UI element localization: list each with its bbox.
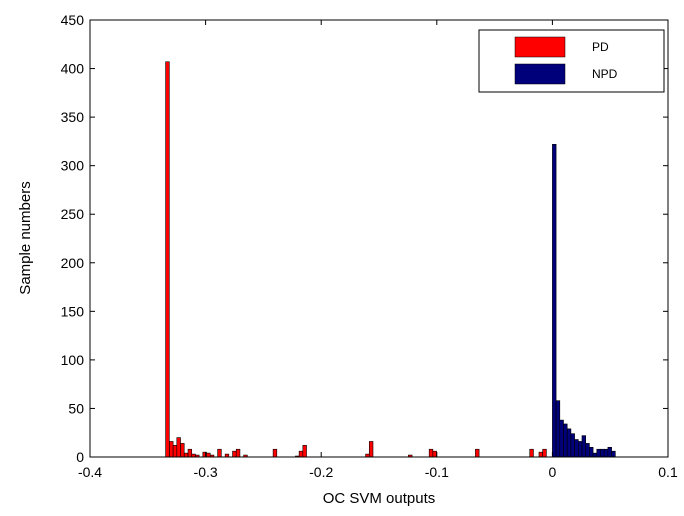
- x-tick-label: -0.4: [78, 464, 102, 480]
- legend: PD NPD: [478, 29, 665, 93]
- bar-npd-9: [585, 443, 590, 458]
- bar-pd-29: [542, 448, 547, 458]
- bar-pd-25: [432, 450, 437, 458]
- bar-pd-0: [165, 61, 170, 458]
- y-tick-label: 50: [68, 400, 84, 416]
- bar-npd-16: [611, 450, 616, 458]
- y-tick-label: 200: [61, 255, 85, 271]
- bar-pd-28: [538, 451, 543, 458]
- bar-npd-5: [570, 433, 575, 458]
- bar-npd-8: [581, 435, 586, 458]
- bar-pd-4: [180, 443, 185, 458]
- x-tick-label: -0.3: [194, 464, 218, 480]
- y-tick-label: 0: [76, 449, 84, 465]
- y-axis-title: Sample numbers: [17, 181, 34, 294]
- bar-npd-15: [607, 446, 612, 458]
- legend-box: [478, 29, 665, 93]
- bar-npd-2: [559, 419, 564, 458]
- x-tick-label: 0: [549, 464, 557, 480]
- bar-pd-2: [172, 445, 178, 458]
- bar-npd-12: [596, 448, 601, 458]
- legend-swatch-pd: [514, 36, 566, 58]
- bar-pd-24: [428, 448, 434, 458]
- bar-pd-15: [235, 448, 241, 458]
- y-axis: 0 50 100 150 200 250 300 350 400 450: [61, 12, 668, 465]
- bar-npd-1: [555, 400, 561, 458]
- bar-pd-27: [529, 448, 534, 458]
- y-tick-label: 350: [61, 109, 85, 125]
- bar-pd-22: [368, 441, 374, 458]
- y-tick-label: 150: [61, 303, 85, 319]
- bar-npd-0: [552, 144, 557, 458]
- bar-npd-13: [600, 448, 605, 458]
- x-tick-label: -0.1: [425, 464, 449, 480]
- bar-npd-11: [592, 452, 598, 458]
- bar-pd-17: [272, 448, 278, 458]
- x-axis-title: OC SVM outputs: [323, 490, 436, 507]
- y-tick-label: 250: [61, 206, 85, 222]
- y-tick-label: 100: [61, 352, 85, 368]
- bar-pd-10: [206, 452, 211, 458]
- bar-pd-12: [217, 448, 222, 458]
- bar-npd-6: [574, 439, 579, 458]
- bar-pd-1: [169, 441, 174, 458]
- plot-background: [90, 20, 668, 457]
- bar-npd-4: [566, 428, 572, 458]
- bar-pd-20: [302, 445, 307, 458]
- x-tick-label: -0.2: [309, 464, 333, 480]
- x-axis: -0.4 -0.3 -0.2 -0.1 0 0.1: [78, 20, 678, 480]
- legend-label-pd: PD: [592, 40, 609, 54]
- bar-pd-26: [475, 448, 480, 458]
- bar-npd-14: [603, 448, 609, 458]
- bar-npd-10: [589, 446, 594, 458]
- bar-pd-6: [187, 448, 193, 458]
- bar-pd-14: [232, 450, 237, 458]
- x-tick-label: 0.1: [658, 464, 678, 480]
- legend-label-npd: NPD: [592, 67, 618, 81]
- bar-pd-19: [298, 450, 304, 458]
- bar-npd-7: [577, 441, 583, 458]
- y-tick-label: 400: [61, 61, 85, 77]
- y-tick-label: 300: [61, 158, 85, 174]
- bar-pd-5: [183, 452, 189, 458]
- bar-npd-3: [563, 423, 568, 458]
- bar-pd-3: [176, 437, 181, 458]
- legend-swatch-npd: [514, 63, 566, 85]
- plot-frame: [89, 19, 669, 458]
- y-tick-label: 450: [61, 12, 85, 28]
